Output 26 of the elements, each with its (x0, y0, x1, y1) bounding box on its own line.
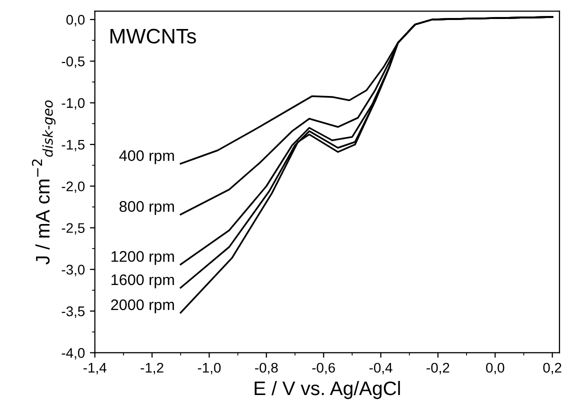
series-label: 2000 rpm (111, 299, 174, 314)
series-label: 400 rpm (119, 150, 174, 164)
series-label: 1600 rpm (112, 274, 174, 288)
y-tick-label: 0,0 (66, 14, 85, 26)
y-tick-label: -2,0 (62, 181, 85, 193)
y-tick-label: -3,5 (62, 306, 85, 318)
series-label: 800 rpm (120, 201, 174, 215)
x-tick-label: -0,2 (426, 362, 450, 374)
y-tick-label: -2,5 (62, 223, 85, 235)
y-tick-label: -0,5 (62, 56, 85, 68)
x-tick-label: -0,4 (369, 362, 392, 374)
x-tick-label: -1,0 (198, 362, 221, 374)
y-tick-label: -1,0 (62, 98, 85, 110)
x-axis-title: E / V vs. Ag/AgCl (254, 380, 400, 400)
text: MWCNTs (110, 28, 196, 44)
x-tick-label: 0,0 (486, 362, 504, 374)
y-tick-label: -3,0 (62, 264, 85, 276)
y-axis-title: J / mA cm$^{−2}$$_{disk-geo}$ (32, 100, 56, 264)
x-tick-label: -0,6 (312, 362, 335, 374)
x-tick-label: 0,2 (543, 362, 562, 374)
series-label: 1200 rpm (112, 251, 174, 265)
y-tick-label: -4,0 (62, 348, 85, 360)
x-tick-label: -1,4 (84, 362, 106, 374)
x-tick-label: -1,2 (140, 362, 164, 374)
x-tick-label: -0,8 (255, 362, 278, 374)
y-tick-label: -1,5 (62, 140, 85, 152)
